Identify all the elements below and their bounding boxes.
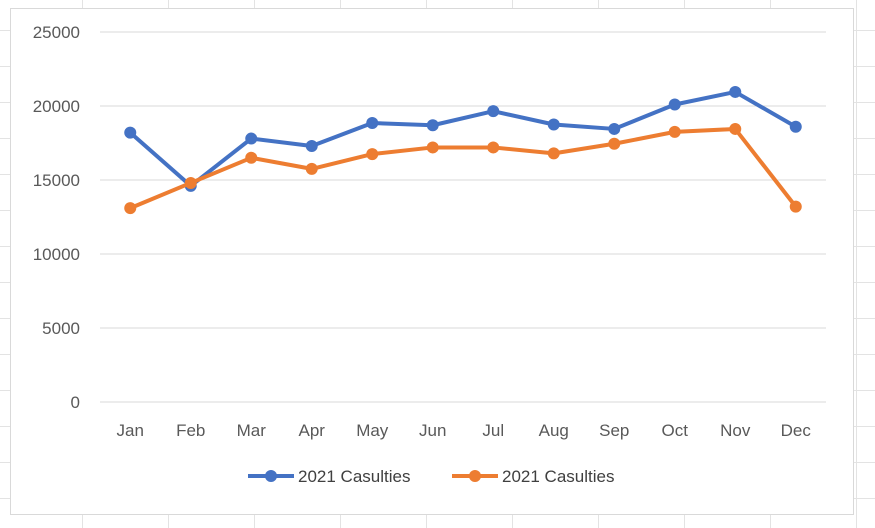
y-tick-label: 15000 bbox=[33, 171, 80, 190]
data-point[interactable] bbox=[547, 147, 560, 160]
legend-marker bbox=[265, 470, 277, 482]
series-0[interactable] bbox=[124, 85, 802, 192]
data-point[interactable] bbox=[547, 118, 560, 131]
legend-marker bbox=[469, 470, 481, 482]
legend-label: 2021 Casulties bbox=[298, 467, 410, 486]
data-point[interactable] bbox=[305, 162, 318, 175]
x-tick-label: Sep bbox=[599, 421, 629, 440]
data-point[interactable] bbox=[487, 141, 500, 154]
y-tick-label: 5000 bbox=[42, 319, 80, 338]
legend-label: 2021 Casulties bbox=[502, 467, 614, 486]
y-tick-label: 25000 bbox=[33, 23, 80, 42]
y-tick-label: 0 bbox=[71, 393, 80, 412]
data-point[interactable] bbox=[426, 141, 439, 154]
x-tick-label: Jul bbox=[482, 421, 504, 440]
data-point[interactable] bbox=[245, 132, 258, 145]
data-point[interactable] bbox=[487, 105, 500, 118]
data-point[interactable] bbox=[789, 200, 802, 213]
x-tick-label: Feb bbox=[176, 421, 205, 440]
data-point[interactable] bbox=[729, 122, 742, 135]
series-line[interactable] bbox=[128, 89, 798, 188]
series-line[interactable] bbox=[128, 126, 798, 211]
y-tick-label: 10000 bbox=[33, 245, 80, 264]
x-tick-label: Jan bbox=[117, 421, 144, 440]
data-point[interactable] bbox=[789, 120, 802, 133]
chart-area[interactable] bbox=[10, 8, 854, 515]
x-tick-label: Dec bbox=[781, 421, 812, 440]
data-point[interactable] bbox=[608, 122, 621, 135]
x-tick-label: Aug bbox=[539, 421, 569, 440]
data-point[interactable] bbox=[366, 117, 379, 130]
x-tick-label: Oct bbox=[662, 421, 689, 440]
data-point[interactable] bbox=[305, 139, 318, 152]
data-point[interactable] bbox=[366, 148, 379, 161]
x-tick-label: Apr bbox=[299, 421, 326, 440]
data-point[interactable] bbox=[729, 85, 742, 98]
x-tick-label: Nov bbox=[720, 421, 751, 440]
data-point[interactable] bbox=[124, 202, 137, 215]
y-tick-label: 20000 bbox=[33, 97, 80, 116]
data-point[interactable] bbox=[426, 119, 439, 132]
x-tick-label: Jun bbox=[419, 421, 446, 440]
data-point[interactable] bbox=[608, 137, 621, 150]
x-tick-label: May bbox=[356, 421, 389, 440]
data-point[interactable] bbox=[668, 98, 681, 111]
series-1[interactable] bbox=[124, 122, 802, 215]
data-point[interactable] bbox=[124, 126, 137, 139]
data-point[interactable] bbox=[668, 125, 681, 138]
data-point[interactable] bbox=[245, 151, 258, 164]
x-tick-label: Mar bbox=[237, 421, 267, 440]
legend-item-1[interactable]: 2021 Casulties bbox=[452, 467, 614, 486]
data-point[interactable] bbox=[184, 176, 197, 189]
legend-item-0[interactable]: 2021 Casulties bbox=[248, 467, 410, 486]
